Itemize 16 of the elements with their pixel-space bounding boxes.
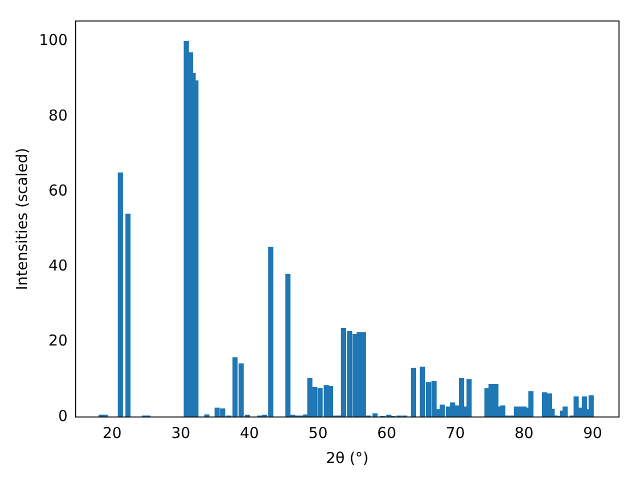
x-tick-label: 20 [102,424,122,442]
y-tick-label: 0 [58,406,68,425]
x-tick-label: 60 [377,424,396,442]
x-tick-label: 40 [240,424,259,442]
y-tick-label: 80 [48,106,68,124]
x-axis-title: 2θ (°) [326,448,369,467]
y-tick-label: 60 [48,181,68,200]
y-tick-label: 20 [48,332,68,350]
y-tick-label: 100 [38,31,68,50]
x-tick-label: 30 [171,424,190,442]
x-tick-label: 50 [308,424,328,442]
x-tick-label: 90 [583,424,602,442]
x-tick-label: 70 [446,424,465,442]
y-axis-title: Intensities (scaled) [12,148,31,290]
y-tick-label: 40 [48,256,68,275]
x-tick-label: 80 [514,424,534,442]
